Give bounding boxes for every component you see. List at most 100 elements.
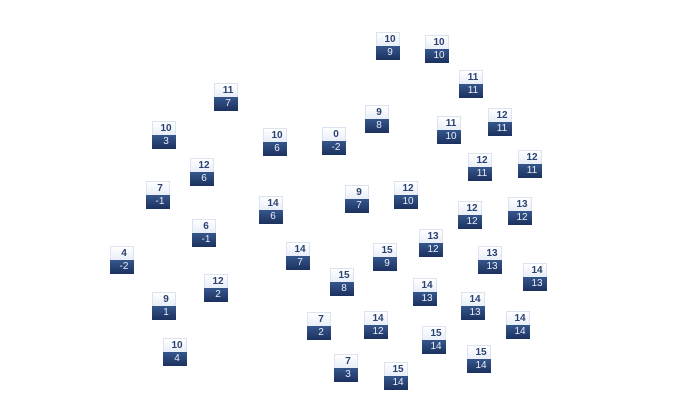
node-box[interactable]: 14 7 [286,242,310,270]
node-box[interactable]: 13 13 [478,246,502,274]
node-box[interactable]: 10 9 [376,32,400,60]
node-top-value: 15 [422,326,446,340]
node-top-value: 12 [190,158,214,172]
node-top-value: 13 [508,197,532,211]
node-top-value: 9 [345,185,369,199]
node-bottom-value: 11 [488,122,512,136]
node-top-value: 12 [468,153,492,167]
node-bottom-value: 12 [419,243,443,257]
node-box[interactable]: 12 6 [190,158,214,186]
node-top-value: 11 [459,70,483,84]
node-box[interactable]: 7 -1 [146,181,170,209]
node-bottom-value: 4 [163,352,187,366]
node-box[interactable]: 0 -2 [322,127,346,155]
node-top-value: 11 [214,83,238,97]
node-top-value: 15 [384,362,408,376]
node-box[interactable]: 15 14 [467,345,491,373]
node-box[interactable]: 12 10 [394,181,418,209]
node-bottom-value: 9 [373,257,397,271]
node-top-value: 14 [364,311,388,325]
node-top-value: 14 [506,311,530,325]
node-bottom-value: 13 [523,277,547,291]
node-bottom-value: 7 [286,256,310,270]
node-box[interactable]: 10 10 [425,35,449,63]
node-box[interactable]: 15 14 [384,362,408,390]
node-box[interactable]: 11 10 [437,116,461,144]
node-box[interactable]: 11 7 [214,83,238,111]
node-box[interactable]: 15 8 [330,268,354,296]
node-top-value: 9 [152,292,176,306]
node-top-value: 12 [488,108,512,122]
node-bottom-value: 10 [437,130,461,144]
node-box[interactable]: 14 13 [523,263,547,291]
node-top-value: 12 [204,274,228,288]
node-bottom-value: 11 [459,84,483,98]
node-bottom-value: 9 [376,46,400,60]
node-top-value: 10 [425,35,449,49]
node-box[interactable]: 15 9 [373,243,397,271]
node-top-value: 11 [437,116,461,130]
node-bottom-value: 12 [508,211,532,225]
node-top-value: 10 [376,32,400,46]
node-top-value: 14 [259,196,283,210]
node-top-value: 14 [413,278,437,292]
node-box[interactable]: 12 11 [518,150,542,178]
node-box[interactable]: 10 4 [163,338,187,366]
node-box[interactable]: 6 -1 [192,219,216,247]
node-top-value: 10 [152,121,176,135]
node-bottom-value: 7 [214,97,238,111]
node-top-value: 13 [478,246,502,260]
node-bottom-value: -2 [322,141,346,155]
node-box[interactable]: 12 2 [204,274,228,302]
node-box[interactable]: 10 6 [263,128,287,156]
node-bottom-value: 10 [425,49,449,63]
node-top-value: 14 [286,242,310,256]
node-top-value: 0 [322,127,346,141]
node-bottom-value: 12 [364,325,388,339]
node-box[interactable]: 13 12 [508,197,532,225]
node-box[interactable]: 14 14 [506,311,530,339]
node-top-value: 10 [263,128,287,142]
node-top-value: 7 [334,354,358,368]
node-bottom-value: 13 [413,292,437,306]
node-bottom-value: 14 [422,340,446,354]
node-bottom-value: 7 [345,199,369,213]
node-box[interactable]: 14 6 [259,196,283,224]
node-bottom-value: 1 [152,306,176,320]
node-bottom-value: 13 [478,260,502,274]
node-bottom-value: 2 [204,288,228,302]
node-top-value: 13 [419,229,443,243]
node-top-value: 12 [518,150,542,164]
node-box[interactable]: 12 11 [488,108,512,136]
node-box[interactable]: 14 12 [364,311,388,339]
node-top-value: 10 [163,338,187,352]
node-box[interactable]: 12 11 [468,153,492,181]
node-box[interactable]: 11 11 [459,70,483,98]
node-top-value: 14 [523,263,547,277]
node-box[interactable]: 14 13 [413,278,437,306]
node-bottom-value: 14 [384,376,408,390]
node-bottom-value: -1 [146,195,170,209]
node-box[interactable]: 10 3 [152,121,176,149]
node-box[interactable]: 15 14 [422,326,446,354]
node-bottom-value: 6 [190,172,214,186]
node-box[interactable]: 14 13 [461,292,485,320]
node-bottom-value: 6 [263,142,287,156]
node-bottom-value: 12 [458,215,482,229]
node-top-value: 12 [394,181,418,195]
node-bottom-value: -2 [110,260,134,274]
node-top-value: 12 [458,201,482,215]
node-box[interactable]: 4 -2 [110,246,134,274]
node-bottom-value: 11 [468,167,492,181]
node-bottom-value: -1 [192,233,216,247]
node-box[interactable]: 13 12 [419,229,443,257]
node-bottom-value: 13 [461,306,485,320]
node-box[interactable]: 12 12 [458,201,482,229]
node-top-value: 6 [192,219,216,233]
node-bottom-value: 3 [334,368,358,382]
